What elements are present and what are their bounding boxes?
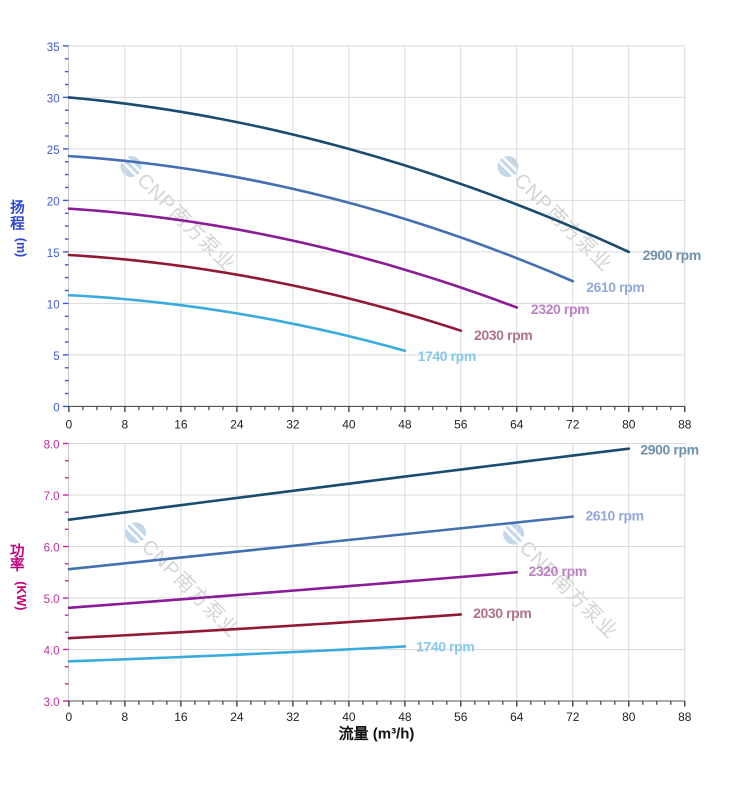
svg-text:32: 32 <box>286 418 300 432</box>
svg-text:3.0: 3.0 <box>44 697 60 709</box>
svg-text:80: 80 <box>622 710 636 724</box>
svg-text:(KW): (KW) <box>14 581 28 610</box>
svg-text:7.0: 7.0 <box>44 491 60 503</box>
svg-text:20: 20 <box>47 197 60 209</box>
svg-text:1740 rpm: 1740 rpm <box>416 638 474 654</box>
svg-text:16: 16 <box>174 418 188 432</box>
svg-text:35: 35 <box>47 42 60 54</box>
svg-text:1740 rpm: 1740 rpm <box>418 348 476 364</box>
svg-text:流量 (m³/h): 流量 (m³/h) <box>339 725 415 743</box>
svg-text:64: 64 <box>510 418 524 432</box>
svg-text:64: 64 <box>510 710 524 724</box>
svg-text:功: 功 <box>10 543 25 560</box>
svg-text:8.0: 8.0 <box>44 440 60 452</box>
svg-text:72: 72 <box>566 418 580 432</box>
svg-text:0: 0 <box>66 418 73 432</box>
svg-text:2900 rpm: 2900 rpm <box>643 247 701 263</box>
svg-text:2900 rpm: 2900 rpm <box>640 441 698 457</box>
svg-text:2610 rpm: 2610 rpm <box>586 279 644 295</box>
svg-text:2030 rpm: 2030 rpm <box>474 327 532 343</box>
svg-text:5.0: 5.0 <box>44 594 60 606</box>
svg-text:16: 16 <box>174 710 188 724</box>
svg-text:2320 rpm: 2320 rpm <box>531 301 589 317</box>
svg-text:(m): (m) <box>14 238 28 257</box>
svg-text:2610 rpm: 2610 rpm <box>585 508 643 524</box>
svg-text:88: 88 <box>678 418 692 432</box>
svg-text:40: 40 <box>342 418 356 432</box>
svg-text:30: 30 <box>47 94 60 106</box>
svg-text:2320 rpm: 2320 rpm <box>529 563 587 579</box>
svg-text:56: 56 <box>454 418 468 432</box>
svg-text:32: 32 <box>286 710 300 724</box>
svg-text:56: 56 <box>454 710 468 724</box>
svg-text:程: 程 <box>10 216 25 233</box>
svg-text:0: 0 <box>66 710 73 724</box>
svg-text:4.0: 4.0 <box>44 646 60 658</box>
svg-text:25: 25 <box>47 145 60 157</box>
svg-text:8: 8 <box>122 710 129 724</box>
svg-text:6.0: 6.0 <box>44 543 60 555</box>
svg-text:80: 80 <box>622 418 636 432</box>
svg-text:8: 8 <box>122 418 129 432</box>
svg-text:40: 40 <box>342 710 356 724</box>
svg-text:24: 24 <box>230 710 244 724</box>
svg-text:88: 88 <box>678 710 692 724</box>
svg-text:5: 5 <box>53 351 59 363</box>
svg-text:0: 0 <box>53 403 59 415</box>
svg-text:2030 rpm: 2030 rpm <box>473 605 531 621</box>
svg-text:48: 48 <box>398 710 412 724</box>
svg-text:率: 率 <box>10 556 25 574</box>
svg-text:10: 10 <box>47 300 60 312</box>
svg-text:48: 48 <box>398 418 412 432</box>
svg-text:15: 15 <box>47 248 60 260</box>
svg-text:24: 24 <box>230 418 244 432</box>
svg-text:扬: 扬 <box>10 199 25 217</box>
svg-text:72: 72 <box>566 710 580 724</box>
